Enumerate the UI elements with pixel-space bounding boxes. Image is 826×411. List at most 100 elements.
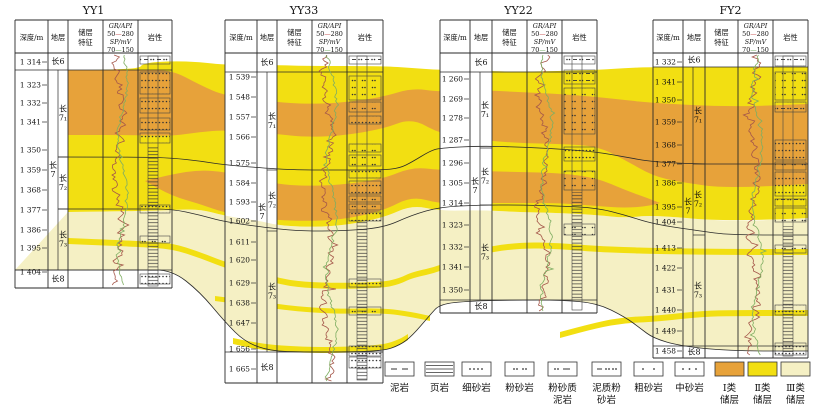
correlation-line-c72-c73 [58,204,808,236]
strata-label-chang6: 长6 [51,56,64,66]
depth-tick-label: 1 611 [229,238,250,247]
legend-item-3: 粉砂岩 [504,361,535,394]
strata-label-c71: 长 [481,100,489,110]
lithology-bed-dots [139,117,171,131]
strata-label-c73: 长 [59,230,67,240]
lithology-bed-dots [139,71,171,95]
strata-label-c7: 7 [50,170,55,179]
strata-label-c73: 7₃ [694,291,702,300]
depth-tick-label: 1 350 [655,96,676,105]
depth-tick-label: 1 620 [229,256,250,265]
depth-tick-label: 1 404 [20,268,41,277]
correlation-line-c8-base [15,269,808,353]
lithology-bed-dots [348,180,382,195]
strata-label-c72: 长 [268,191,276,201]
lithology-bed-mud [774,198,807,207]
strata-label-c72: 7₂ [481,177,489,186]
log-header-sp-range: 70—150 [107,46,134,54]
lithology-bed-silt [563,87,596,135]
lithology-bed-mud [774,101,807,113]
legend-swatch [547,361,578,377]
legend-swatch [504,361,535,377]
shale-hatch-interval [357,221,367,380]
sp-log-curve [322,54,340,382]
log-header-gr: GR/API [318,22,342,30]
lithology-column-header: 岩性 [358,33,372,42]
strata-column-header: 地层 [687,33,701,42]
depth-tick-label: 1 359 [20,166,41,175]
lithology-bed-dots [348,345,382,357]
legend-label: 中砂岩 [675,382,704,394]
strata-label-c73: 7₃ [481,253,489,262]
depth-tick-label: 1 332 [20,99,41,108]
depth-tick-label: 1 341 [655,78,676,87]
depth-tick-label: 1 431 [655,286,676,295]
strata-label-c71: 长 [59,104,67,114]
legend-label: 砂岩 [597,394,616,406]
depth-tick-label: 1 404 [655,218,676,227]
log-header-sp-range: 70—150 [531,46,558,54]
class1-reservoir-band-lower [145,168,660,221]
log-header-gr-range: 50—280 [531,30,558,38]
strata-label-c73: 7₃ [268,292,276,301]
well-title: YY22 [503,4,533,17]
class2-streak-c [215,296,430,321]
depth-tick-label: 1 575 [229,159,250,168]
depth-tick-label: 1 539 [229,73,250,82]
legend-label: 页岩 [430,382,449,394]
depth-tick-label: 1 359 [655,118,676,127]
sp-log-curve [115,54,129,286]
reservoir-column-header: 特征 [502,38,516,47]
lithology-bed-dots [348,169,382,179]
strata-label-chang8: 长8 [474,301,487,311]
lithology-bed-silt [563,170,596,191]
log-header-gr: GR/API [109,22,133,30]
depth-tick-label: 1 368 [20,186,41,195]
strata-column-header: 地层 [51,33,65,42]
legend-label: 细砂岩 [462,382,491,394]
strata-label-c71: 7₁ [694,116,702,125]
correlation-lines [15,145,808,353]
legend-item-0: 泥岩 [384,361,415,394]
depth-tick-label: 1 269 [442,95,463,104]
depth-tick-label: 1 323 [442,221,463,230]
legend-swatch [714,361,745,377]
lithology-bed-silt [563,223,596,236]
depth-tick-label: 1 395 [20,244,41,253]
lithology-bed-mud [563,69,596,85]
legend-swatch [633,361,664,377]
lithology-bed-dots [139,132,171,144]
lithology-bed-mud [348,55,382,65]
depth-tick-label: 1 341 [20,118,41,127]
lithology-bed-dots [563,146,596,162]
strata-label-c7: 7 [259,212,264,221]
legend-label: 泥质粉 [592,382,621,394]
depth-tick-label: 1 377 [20,206,41,215]
depth-tick-label: 1 314 [442,199,463,208]
strata-label-chang8: 长8 [687,347,700,357]
depth-tick-label: 1 413 [655,244,676,253]
lithology-bed-dots [348,356,382,369]
strata-label-chang8: 长8 [260,362,273,372]
class2-streak-a [68,238,808,289]
legend-label: 粗砂岩 [634,382,663,394]
legend-item-6: 粗砂岩 [633,361,664,394]
reservoir-column-header: 储层 [502,28,516,37]
correlation-line-c71-c72 [57,145,808,171]
depth-tick-label: 1 323 [20,81,41,90]
log-header-gr-range: 50—280 [742,30,769,38]
reservoir-bands-masked [68,61,808,321]
lithology-bed-dots [348,115,382,125]
depth-tick-label: 1 557 [229,113,250,122]
strata-label-c71: 长 [694,106,702,116]
legend-label: Ⅱ类 [755,382,771,394]
log-header-gr: GR/API [533,22,557,30]
log-header-gr: GR/API [744,22,768,30]
depth-tick-label: 1 602 [229,217,250,226]
strata-label-c71: 长 [268,111,276,121]
depth-tick-label: 1 548 [229,93,250,102]
reservoir-column-header: 特征 [78,38,92,47]
log-header-sp: SP/mV [110,38,133,46]
depth-column-header: 深度/m [20,33,44,42]
